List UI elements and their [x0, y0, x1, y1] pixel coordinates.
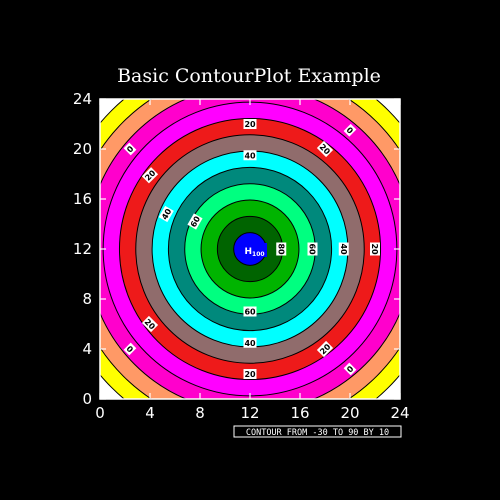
- y-tick-label: 24: [73, 90, 92, 108]
- x-tick-label: 8: [195, 404, 205, 422]
- contour-label-bg: [316, 140, 334, 158]
- x-tick-label: 4: [145, 404, 155, 422]
- x-axis: 0 4 8 12 16 20 24: [95, 99, 410, 422]
- high-marker-value: 100: [252, 251, 265, 258]
- contour-label-2: 40: [243, 150, 257, 161]
- high-marker-letter: H: [245, 247, 253, 257]
- contour-label-bg: [316, 340, 334, 358]
- y-tick-label: 12: [73, 240, 92, 258]
- contour-line-30: [135, 134, 365, 364]
- contour-label-bg: [123, 142, 137, 156]
- contour-line-70: [200, 199, 300, 299]
- contour-label-text: 20: [244, 370, 256, 379]
- contour-info-frame: [233, 425, 402, 438]
- contour-label-5: 0: [123, 142, 137, 156]
- contour-label-bg: [243, 369, 257, 379]
- y-tick-label: 8: [82, 290, 92, 308]
- contour-label-1: 20: [243, 369, 257, 379]
- contour-label-text: 20: [244, 120, 256, 129]
- contour-label-bg: [243, 119, 257, 129]
- contour-label-6: 0: [343, 123, 357, 137]
- contour-label-text: 0: [125, 144, 136, 155]
- high-marker-box: [243, 243, 267, 257]
- y-tick-label: 4: [82, 340, 92, 358]
- contour-label-3: 40: [243, 337, 257, 348]
- contour-info-box: CONTOUR FROM -30 TO 90 BY 10: [233, 425, 402, 438]
- x-tick-label: 24: [390, 404, 409, 422]
- contour-label-text: 40: [244, 151, 256, 160]
- contour-label-bg: [338, 242, 349, 256]
- y-tick-label: 0: [82, 390, 92, 408]
- contour-label-bg: [123, 342, 137, 356]
- high-marker-label: H100: [245, 247, 265, 258]
- x-tick-label: 20: [340, 404, 359, 422]
- contour-label-text: 0: [124, 344, 135, 355]
- x-tick-label: 16: [290, 404, 309, 422]
- contour-line-20: [118, 117, 382, 381]
- contour-label-bg: [141, 167, 159, 184]
- contour-label-0: 20: [243, 119, 257, 129]
- contour-label-bg: [343, 123, 357, 137]
- y-tick-label: 16: [73, 190, 92, 208]
- contour-label-bg: [141, 315, 159, 333]
- y-axis: 0 4 8 12 16 20 24: [73, 90, 400, 408]
- contour-label-text: 60: [308, 243, 317, 255]
- contour-label-8: 0: [343, 362, 357, 376]
- contour-label-text: 40: [244, 339, 256, 348]
- x-tick-label: 0: [95, 404, 105, 422]
- contour-label-4: 60: [243, 306, 257, 317]
- contour-label-text: 20: [370, 243, 379, 255]
- contour-label-bg: [187, 213, 203, 230]
- contour-label-bg: [243, 306, 257, 317]
- contour-label-text: 0: [344, 125, 355, 136]
- high-marker: H100: [243, 243, 267, 258]
- contour-label-bg: [243, 150, 257, 161]
- contour-label-text: 0: [345, 364, 356, 375]
- chart-title: Basic ContourPlot Example: [117, 65, 381, 87]
- x-tick-label: 12: [240, 404, 259, 422]
- contour-label-text: 80: [276, 243, 285, 255]
- contour-label-bg: [276, 242, 287, 256]
- contour-label-17: 60: [307, 242, 318, 256]
- contour-label-bg: [307, 242, 318, 256]
- contour-info-text: CONTOUR FROM -30 TO 90 BY 10: [246, 428, 389, 438]
- contour-label-text: 40: [339, 243, 348, 255]
- contour-label-bg: [158, 205, 174, 223]
- contour-line-50: [167, 166, 333, 332]
- contour-label-18: 80: [276, 242, 287, 256]
- contour-label-text: 60: [244, 308, 256, 317]
- y-tick-label: 20: [73, 140, 92, 158]
- contour-label-7: 0: [123, 342, 137, 356]
- contour-label-bg: [243, 337, 257, 348]
- contour-label-15: 40: [338, 242, 349, 256]
- contour-label-13: 20: [370, 242, 380, 256]
- contour-label-bg: [343, 362, 357, 376]
- contour-label-bg: [370, 242, 380, 256]
